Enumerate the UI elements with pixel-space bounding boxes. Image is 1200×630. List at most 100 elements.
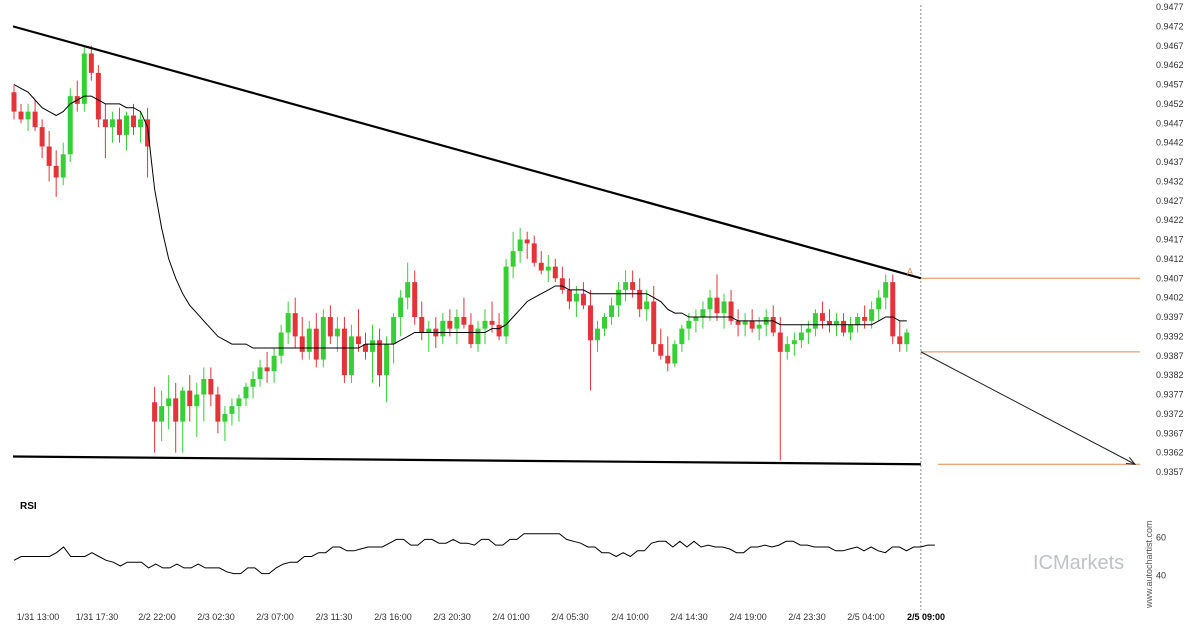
candle-body (264, 367, 270, 372)
candle-body (292, 313, 298, 337)
candle-body (482, 320, 488, 329)
candle-body (116, 119, 122, 135)
y-tick-label: 0.9387 (1156, 351, 1184, 361)
candle-body (602, 317, 608, 329)
y-tick-label: 0.9477 (1156, 2, 1184, 12)
candle-body (81, 53, 87, 104)
candle-body (454, 317, 460, 329)
candle-body (517, 239, 523, 252)
candle-body (545, 266, 551, 271)
y-tick-label: 0.9372 (1156, 409, 1184, 419)
x-tick-label: 2/4 23:30 (788, 612, 826, 622)
candle-body (271, 355, 277, 372)
candle-body (180, 390, 186, 422)
candle-body (109, 119, 115, 128)
candle-body (623, 282, 629, 290)
y-tick-label: 0.9392 (1156, 331, 1184, 341)
x-tick-label: 2/5 09:00 (907, 612, 945, 622)
candle-body (897, 336, 903, 345)
candle-body (587, 305, 593, 341)
candle-body (222, 413, 228, 422)
candle-body (243, 386, 249, 399)
candle-body (391, 317, 397, 345)
x-tick-label: 2/5 04:00 (847, 612, 885, 622)
x-tick-label: 2/4 01:00 (492, 612, 530, 622)
candle-body (447, 320, 453, 329)
candle-body (834, 320, 840, 325)
candle-body (299, 336, 305, 352)
rsi-panel: RSI 60 40 (13, 501, 1166, 581)
candle-body (39, 127, 45, 147)
candle-body (173, 398, 179, 422)
y-tick-label: 0.9367 (1156, 428, 1184, 438)
candle-body (552, 266, 558, 279)
candle-body (67, 96, 73, 155)
x-tick-label: 2/4 10:00 (611, 612, 649, 622)
candle-body (320, 317, 326, 360)
candle-body (679, 328, 685, 345)
candle-body (398, 297, 404, 317)
candle-body (88, 53, 94, 73)
candle-body (714, 297, 720, 314)
candle-body (419, 317, 425, 333)
candle-body (306, 328, 312, 352)
candle-body (876, 297, 882, 310)
lower-trendline (12, 455, 921, 466)
pattern-lines: A (12, 5, 1140, 610)
candle-body (166, 398, 172, 407)
candle-body (756, 324, 762, 329)
candle-body (32, 111, 38, 128)
candle-body (370, 340, 376, 352)
candle-body (630, 282, 636, 290)
price-axis: 0.9477 0.9472 0.9467 0.9462 0.9457 0.9452 0.94… (1156, 2, 1184, 477)
candle-body (11, 92, 17, 112)
candle-body (848, 324, 854, 333)
moving-average (13, 84, 907, 349)
y-tick-label: 0.9432 (1156, 176, 1184, 186)
candle-body (201, 379, 207, 395)
candle-body (707, 297, 713, 310)
candle-body (510, 251, 516, 267)
candle-body (742, 320, 748, 325)
rsi-tick-label: 40 (1156, 571, 1166, 581)
y-tick-label: 0.9407 (1156, 273, 1184, 283)
candle-body (693, 317, 699, 321)
rsi-tick-label: 60 (1156, 533, 1166, 543)
rsi-line (13, 533, 935, 575)
candle-body (313, 328, 319, 360)
candle-body (123, 115, 129, 135)
candle-body (489, 320, 495, 325)
candle-body (363, 344, 368, 352)
candle-body (686, 320, 692, 329)
candle-body (580, 293, 586, 306)
x-tick-label: 2/4 14:30 (670, 612, 708, 622)
candle-body (384, 344, 390, 376)
x-tick-label: 2/4 19:00 (729, 612, 767, 622)
candle-body (538, 262, 544, 271)
candle-body (461, 317, 467, 325)
rsi-label: RSI (20, 501, 37, 512)
candle-body (341, 328, 347, 376)
candle-body (229, 406, 235, 414)
x-tick-label: 2/3 20:30 (433, 612, 471, 622)
candle-body (95, 72, 101, 120)
candle-body (749, 320, 755, 329)
x-tick-label: 2/4 05:30 (551, 612, 589, 622)
time-axis: 1/31 13:00 1/31 17:30 2/2 22:00 2/3 02:30 2/… (17, 612, 945, 622)
y-tick-label: 0.9437 (1156, 157, 1184, 167)
candle-body (819, 313, 825, 321)
candle-body (25, 111, 31, 120)
candle-body (405, 282, 411, 298)
candle-body (573, 293, 579, 302)
candle-body (672, 344, 678, 364)
y-tick-label: 0.9382 (1156, 370, 1184, 380)
candle-body (278, 332, 284, 356)
projection-arrow (920, 351, 1136, 465)
candle-body (784, 344, 790, 352)
candle-body (334, 328, 340, 337)
candle-body (285, 313, 291, 333)
watermark-brand: ICMarkets (1033, 552, 1124, 574)
candle-body (355, 336, 361, 345)
candle-body (651, 301, 657, 345)
